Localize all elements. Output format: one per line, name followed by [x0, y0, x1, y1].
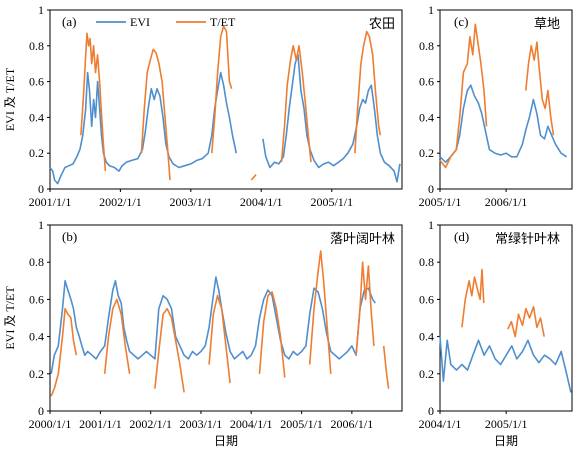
y-tick-label: 0.8: [29, 39, 44, 53]
x-tick-label: 2002/1/1: [99, 195, 142, 209]
y-tick-label: 1: [428, 3, 434, 17]
y-tick-label: 0.6: [29, 292, 44, 306]
plot-frame: [439, 224, 573, 412]
y-tick-label: 0.2: [29, 367, 44, 381]
y-tick-label: 0.4: [29, 330, 44, 344]
y-tick-label: 1: [428, 218, 434, 232]
series-line-tet-5: [308, 250, 332, 374]
legend-label: T/ET: [210, 15, 236, 29]
x-tick-label: 2001/1/1: [29, 195, 72, 209]
plot-frame: [439, 9, 573, 190]
y-tick-label: 0.4: [419, 330, 434, 344]
y-tick-label: 0.6: [419, 75, 434, 89]
series-line-tet-2: [211, 25, 233, 154]
series-line-tet-3: [208, 294, 231, 384]
x-tick-label: 2006/1/1: [331, 417, 374, 431]
y-tick-label: 0.2: [419, 146, 434, 160]
x-tick-label: 2000/1/1: [29, 417, 72, 431]
series-line-evi-0: [439, 84, 568, 163]
series-line-evi-0: [439, 336, 572, 393]
x-tick-label: 2004/1/1: [240, 195, 283, 209]
x-tick-label: 2001/1/1: [79, 417, 122, 431]
series-line-tet-1: [525, 41, 555, 136]
panel-label: (a): [62, 14, 76, 29]
series-line-tet-2: [154, 307, 185, 393]
panel-label: (c): [454, 14, 468, 29]
series-line-tet-0: [439, 23, 488, 169]
panel-title: 落叶阔叶林: [330, 232, 395, 247]
series-line-evi-0: [49, 71, 238, 185]
y-tick-label: 0.2: [29, 146, 44, 160]
chart-panel-b: 0 0.2 0.4 0.6 0.8 1 2000/1/1 2001/1/1 2002/1/1 20…: [3, 218, 403, 448]
series-line-tet-3: [250, 174, 257, 181]
panel-label: (b): [62, 229, 77, 244]
series-line-tet-0: [80, 32, 107, 172]
chart-panel-c: 0 0.2 0.4 0.6 0.8 1 2005/1/1 2006/1/1 (c) 草地: [419, 3, 573, 209]
series-line-tet-6: [355, 261, 375, 356]
legend-label: EVI: [130, 15, 150, 29]
y-tick-label: 0: [428, 182, 434, 196]
y-axis-label: EVI 及 T/ET: [3, 67, 17, 131]
series-line-evi-1: [262, 53, 401, 183]
x-tick-label: 2006/1/1: [485, 195, 528, 209]
y-tick-label: 1: [38, 3, 44, 17]
panel-title: 农田: [369, 17, 395, 32]
series-line-tet-4: [258, 291, 286, 378]
series-line-tet-1: [103, 298, 131, 374]
x-tick-label: 2005/1/1: [310, 195, 353, 209]
series-line-tet-5: [354, 30, 382, 154]
y-tick-label: 0: [38, 182, 44, 196]
x-axis-label: 日期: [214, 434, 238, 448]
x-tick-label: 2003/1/1: [169, 195, 212, 209]
y-tick-label: 0.4: [29, 110, 44, 124]
y-tick-label: 0.6: [419, 292, 434, 306]
panel-title: 草地: [534, 17, 560, 32]
x-tick-label: 2004/1/1: [419, 417, 462, 431]
x-axis-label: 日期: [494, 434, 518, 448]
x-tick-label: 2003/1/1: [180, 417, 223, 431]
y-tick-label: 0.6: [29, 75, 44, 89]
y-tick-label: 0: [428, 404, 434, 418]
x-tick-label: 2002/1/1: [129, 417, 172, 431]
panel-title: 常绿针叶林: [495, 232, 560, 247]
chart-panel-a: 0 0.2 0.4 0.6 0.8 1 2001/1/1 2002/1/1 2003/1/1 20…: [3, 3, 403, 209]
series-line-tet-0: [50, 307, 78, 397]
x-tick-label: 2005/1/1: [419, 195, 462, 209]
y-tick-label: 0.2: [419, 367, 434, 381]
series-line-tet-1: [140, 48, 171, 181]
series-line-tet-1: [507, 305, 545, 338]
y-tick-label: 0.8: [419, 39, 434, 53]
series-line-tet-7: [382, 345, 390, 389]
series-line-evi-0: [50, 276, 376, 374]
y-tick-label: 1: [38, 218, 44, 232]
y-tick-label: 0.8: [419, 255, 434, 269]
x-tick-label: 2004/1/1: [230, 417, 273, 431]
x-tick-label: 2005/1/1: [280, 417, 323, 431]
panel-label: (d): [454, 229, 469, 244]
x-tick-label: 2005/1/1: [485, 417, 528, 431]
plot-frame: [49, 9, 403, 190]
y-axis-label: EVI 及 T/ET: [3, 286, 17, 350]
y-tick-label: 0.4: [419, 110, 434, 124]
y-tick-label: 0.8: [29, 255, 44, 269]
plot-frame: [49, 224, 403, 412]
series-line-tet-0: [461, 268, 485, 328]
y-tick-label: 0: [38, 404, 44, 418]
series-line-tet-4: [280, 44, 312, 163]
